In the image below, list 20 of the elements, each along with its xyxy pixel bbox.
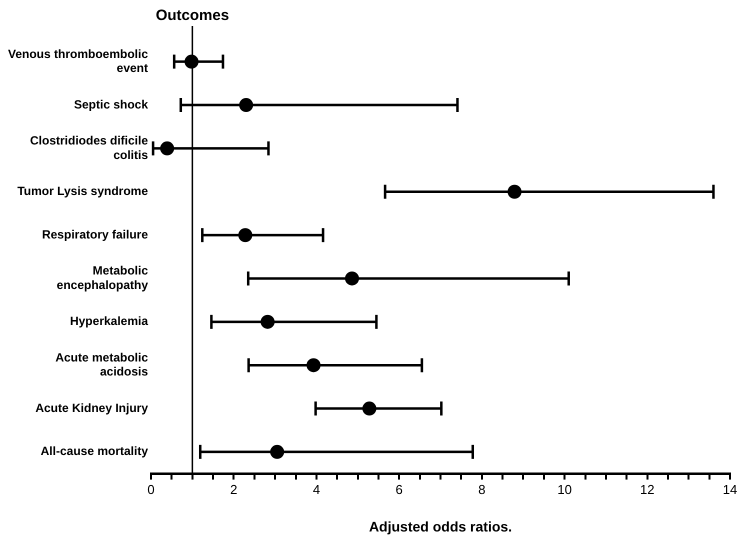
chart-title: Outcomes: [156, 7, 230, 24]
y-tick-label: Acute metabolic acidosis: [55, 350, 148, 379]
y-tick-label: Metabolic encephalopathy: [56, 264, 148, 292]
x-tick-label: 10: [557, 482, 572, 497]
x-tick-label: 0: [147, 482, 155, 497]
y-tick-label: Septic shock: [74, 97, 148, 112]
x-tick-label: 6: [396, 482, 403, 497]
x-axis-title: Adjusted odds ratios.: [368, 518, 512, 534]
y-tick-label: Acute Kidney Injury: [35, 400, 148, 415]
y-tick-label: Respiratory failure: [42, 227, 148, 242]
x-tick-label: 12: [640, 482, 655, 497]
y-tick-label: Venous thromboembolic event: [8, 46, 148, 76]
x-tick-label: 14: [722, 482, 738, 497]
y-tick-label: Hyperkalemia: [70, 314, 148, 328]
y-tick-label: Clostridiodes dificile colitis: [30, 134, 148, 162]
x-tick-label: 4: [312, 482, 320, 497]
y-tick-label: All-cause mortality: [40, 444, 148, 458]
x-tick-label: 8: [478, 482, 486, 497]
y-tick-label: Tumor Lysis syndrome: [17, 184, 148, 198]
x-tick-label: 2: [230, 482, 238, 497]
